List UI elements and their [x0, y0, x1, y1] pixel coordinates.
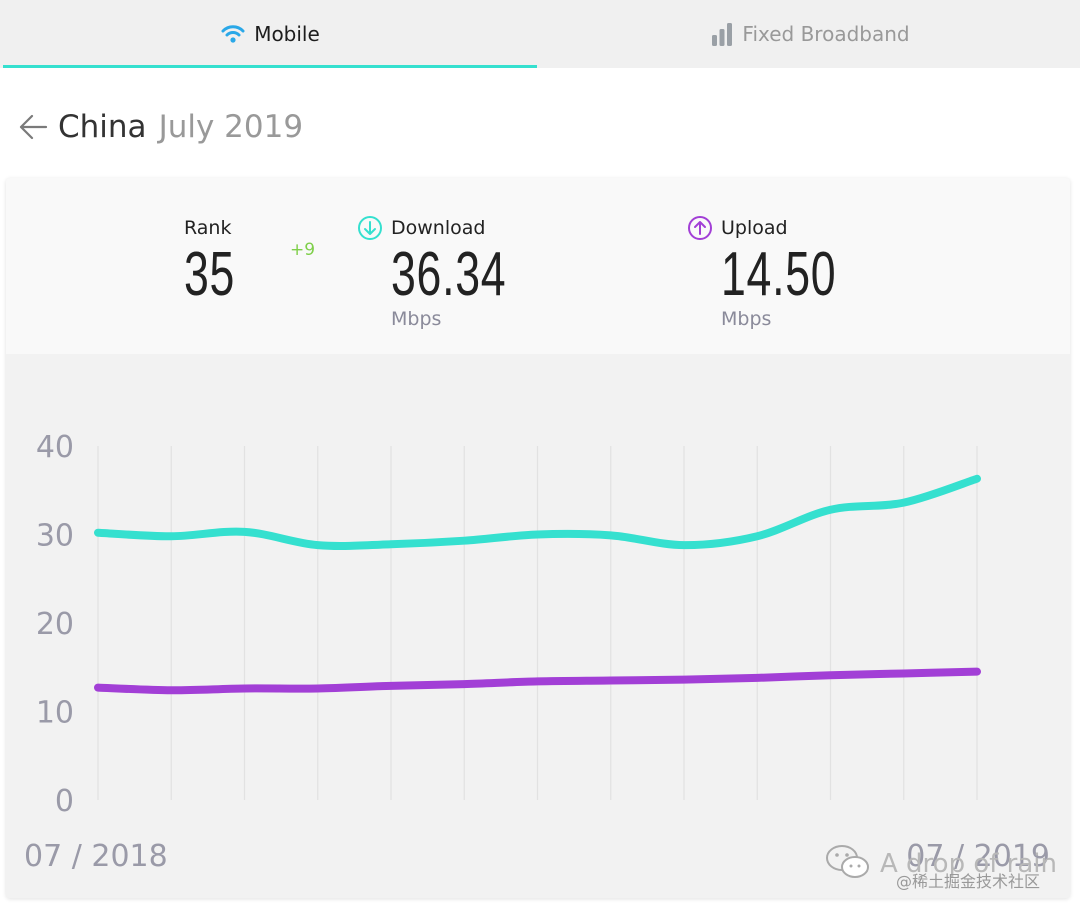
- download-data-point: [537, 534, 538, 535]
- download-data-point: [244, 531, 245, 533]
- speed-card: Rank 35 +9 Download 36.34 Mbps: [6, 178, 1070, 898]
- download-value: 36.34: [391, 240, 507, 309]
- upload-label: Upload: [721, 217, 788, 239]
- upload-value: 14.50: [721, 240, 837, 309]
- report-period: July 2019: [158, 109, 304, 145]
- rank-stat: Rank 35: [184, 216, 255, 310]
- watermark: A drop of rain: [824, 842, 1057, 886]
- upload-data-point: [97, 687, 99, 689]
- tab-fixed-broadband[interactable]: Fixed Broadband: [540, 0, 1080, 68]
- page-title: China July 2019: [18, 106, 303, 148]
- signal-bars-icon: [710, 21, 734, 47]
- download-data-point: [463, 540, 465, 542]
- tab-mobile[interactable]: Mobile: [0, 0, 540, 68]
- download-data-point: [683, 544, 685, 546]
- upload-data-point: [976, 671, 978, 673]
- upload-data-point: [317, 687, 319, 689]
- y-tick-label: 30: [36, 519, 74, 554]
- y-tick-label: 20: [36, 607, 74, 642]
- download-data-point: [390, 543, 392, 545]
- upload-data-point: [830, 674, 831, 676]
- download-data-point: [610, 534, 612, 536]
- download-data-point: [756, 535, 758, 537]
- y-tick-label: 0: [55, 784, 74, 819]
- upload-data-point: [170, 689, 172, 691]
- upload-unit: Mbps: [721, 308, 772, 330]
- download-data-point: [97, 532, 99, 534]
- download-unit: Mbps: [391, 308, 442, 330]
- wechat-icon: [824, 842, 872, 886]
- x-end-label: 07 / 2019: [906, 839, 1050, 874]
- upload-data-point: [463, 683, 465, 685]
- upload-data-point: [683, 679, 685, 681]
- upload-stat: Upload 14.50 Mbps: [687, 216, 881, 330]
- wifi-icon: [220, 23, 246, 45]
- country-name: China: [58, 109, 147, 145]
- tab-mobile-label: Mobile: [254, 22, 320, 46]
- y-tick-label: 40: [36, 430, 74, 465]
- download-data-point: [976, 478, 978, 480]
- arrow-up-circle-icon: [687, 215, 713, 241]
- upload-data-point: [610, 680, 612, 682]
- download-label: Download: [391, 217, 486, 239]
- back-arrow-icon[interactable]: [18, 112, 48, 142]
- upload-data-point: [390, 685, 392, 687]
- download-data-point: [903, 502, 905, 504]
- rank-change: +9: [290, 240, 316, 260]
- watermark-sub: @稀土掘金技术社区: [896, 872, 1041, 891]
- upload-data-point: [756, 677, 758, 679]
- rank-label: Rank: [184, 217, 232, 239]
- stats-panel: Rank 35 +9 Download 36.34 Mbps: [6, 178, 1070, 354]
- upload-data-point: [244, 687, 245, 689]
- arrow-down-circle-icon: [357, 215, 383, 241]
- upload-data-point: [537, 680, 538, 682]
- download-data-point: [830, 509, 831, 511]
- tab-fixed-broadband-label: Fixed Broadband: [742, 22, 910, 46]
- download-data-point: [170, 535, 172, 537]
- upload-data-point: [903, 672, 905, 674]
- rank-value: 35: [184, 240, 236, 309]
- download-data-point: [317, 544, 319, 546]
- watermark-text: A drop of rain: [880, 849, 1057, 879]
- download-stat: Download 36.34 Mbps: [357, 216, 551, 330]
- y-tick-label: 10: [36, 696, 74, 731]
- connection-tabs: Mobile Fixed Broadband: [0, 0, 1080, 68]
- x-start-label: 07 / 2018: [24, 839, 168, 874]
- speed-history-chart: 0 10 20 30 40 07 / 2018 07 / 2019: [24, 430, 1050, 874]
